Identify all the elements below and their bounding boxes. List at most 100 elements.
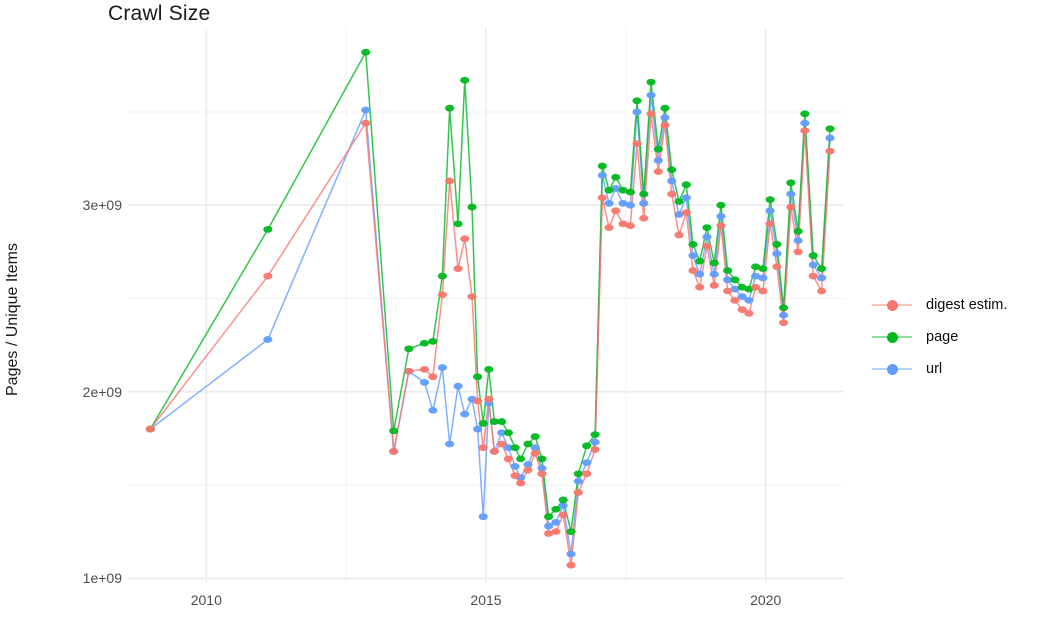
data-point [660,121,670,129]
data-point [744,309,754,317]
data-point [751,263,761,271]
data-point [681,209,691,217]
data-point [544,530,554,537]
data-point [632,140,642,148]
data-point [419,365,430,373]
data-point [611,207,621,215]
data-point [523,440,533,448]
data-point [573,470,583,478]
legend-key-dot [887,364,898,375]
data-point [537,455,547,463]
data-point [404,345,414,353]
data-point [786,179,796,187]
data-point [537,470,547,478]
data-point [772,240,782,248]
data-point [625,201,635,209]
data-point [786,203,796,211]
data-point [361,106,371,114]
data-point [467,293,477,301]
data-point [625,188,635,196]
data-point [751,272,761,280]
plot-area [128,28,844,582]
data-point [660,114,670,121]
data-point [632,108,642,116]
data-point [558,502,568,509]
data-point [723,267,733,274]
data-point [793,248,803,256]
data-point [744,296,754,304]
data-point [445,104,455,112]
legend-item[interactable]: page [872,328,1007,346]
data-point [530,444,540,452]
data-point [639,190,649,198]
data-point [778,304,789,312]
y-axis-tick-label: 1e+09 [82,570,122,587]
data-point [604,186,614,194]
data-point [428,337,438,345]
data-point [695,283,705,291]
legend-item[interactable]: url [872,360,1007,378]
data-point [667,177,677,185]
data-point [808,272,818,280]
data-point [361,119,371,127]
data-point [523,461,533,468]
data-point [730,285,740,293]
data-point [497,418,507,425]
data-point [361,48,371,56]
data-point [716,213,726,220]
data-point [597,171,607,179]
legend: digest estim. page url [872,296,1007,378]
data-point [800,127,810,134]
legend-item[interactable]: digest estim. [872,296,1007,314]
chart-svg [128,28,844,582]
data-point [695,270,705,278]
data-point [653,145,663,153]
data-point [730,276,740,284]
data-point [558,496,568,504]
data-point [639,214,649,222]
data-point [530,449,540,457]
data-point [688,267,698,274]
data-point [681,181,691,189]
data-point [597,162,607,170]
data-point [653,157,663,164]
data-point [825,134,835,142]
data-point [618,186,628,194]
data-point [510,472,520,480]
data-point [544,513,554,521]
data-point [437,272,447,280]
data-point [817,274,827,282]
data-point [709,282,719,289]
data-point [453,265,463,273]
data-point [263,226,273,233]
data-point [793,227,803,235]
data-point [489,448,499,455]
data-point [566,561,576,569]
data-point [772,263,782,271]
x-axis-tick-label: 2010 [190,592,222,608]
data-point [582,442,592,450]
data-point [484,395,494,403]
data-point [551,518,561,526]
data-point [793,237,803,245]
y-axis-tick-labels: 1e+09 2e+09 3e+09 [0,0,122,639]
data-point [618,220,628,228]
data-point [800,110,810,118]
data-point [489,418,499,425]
data-point [510,444,520,452]
x-axis-tick-label: 2020 [750,592,782,608]
data-point [428,406,438,414]
data-point [558,511,568,519]
data-point [582,470,592,478]
data-point [503,455,513,463]
data-point [765,207,775,215]
data-point [604,199,614,207]
data-point [437,291,447,299]
data-point [674,211,684,218]
data-point [551,505,561,513]
data-point [716,222,726,230]
data-point [702,233,712,241]
data-point [453,382,463,390]
data-point [478,420,488,427]
data-point [786,190,796,198]
